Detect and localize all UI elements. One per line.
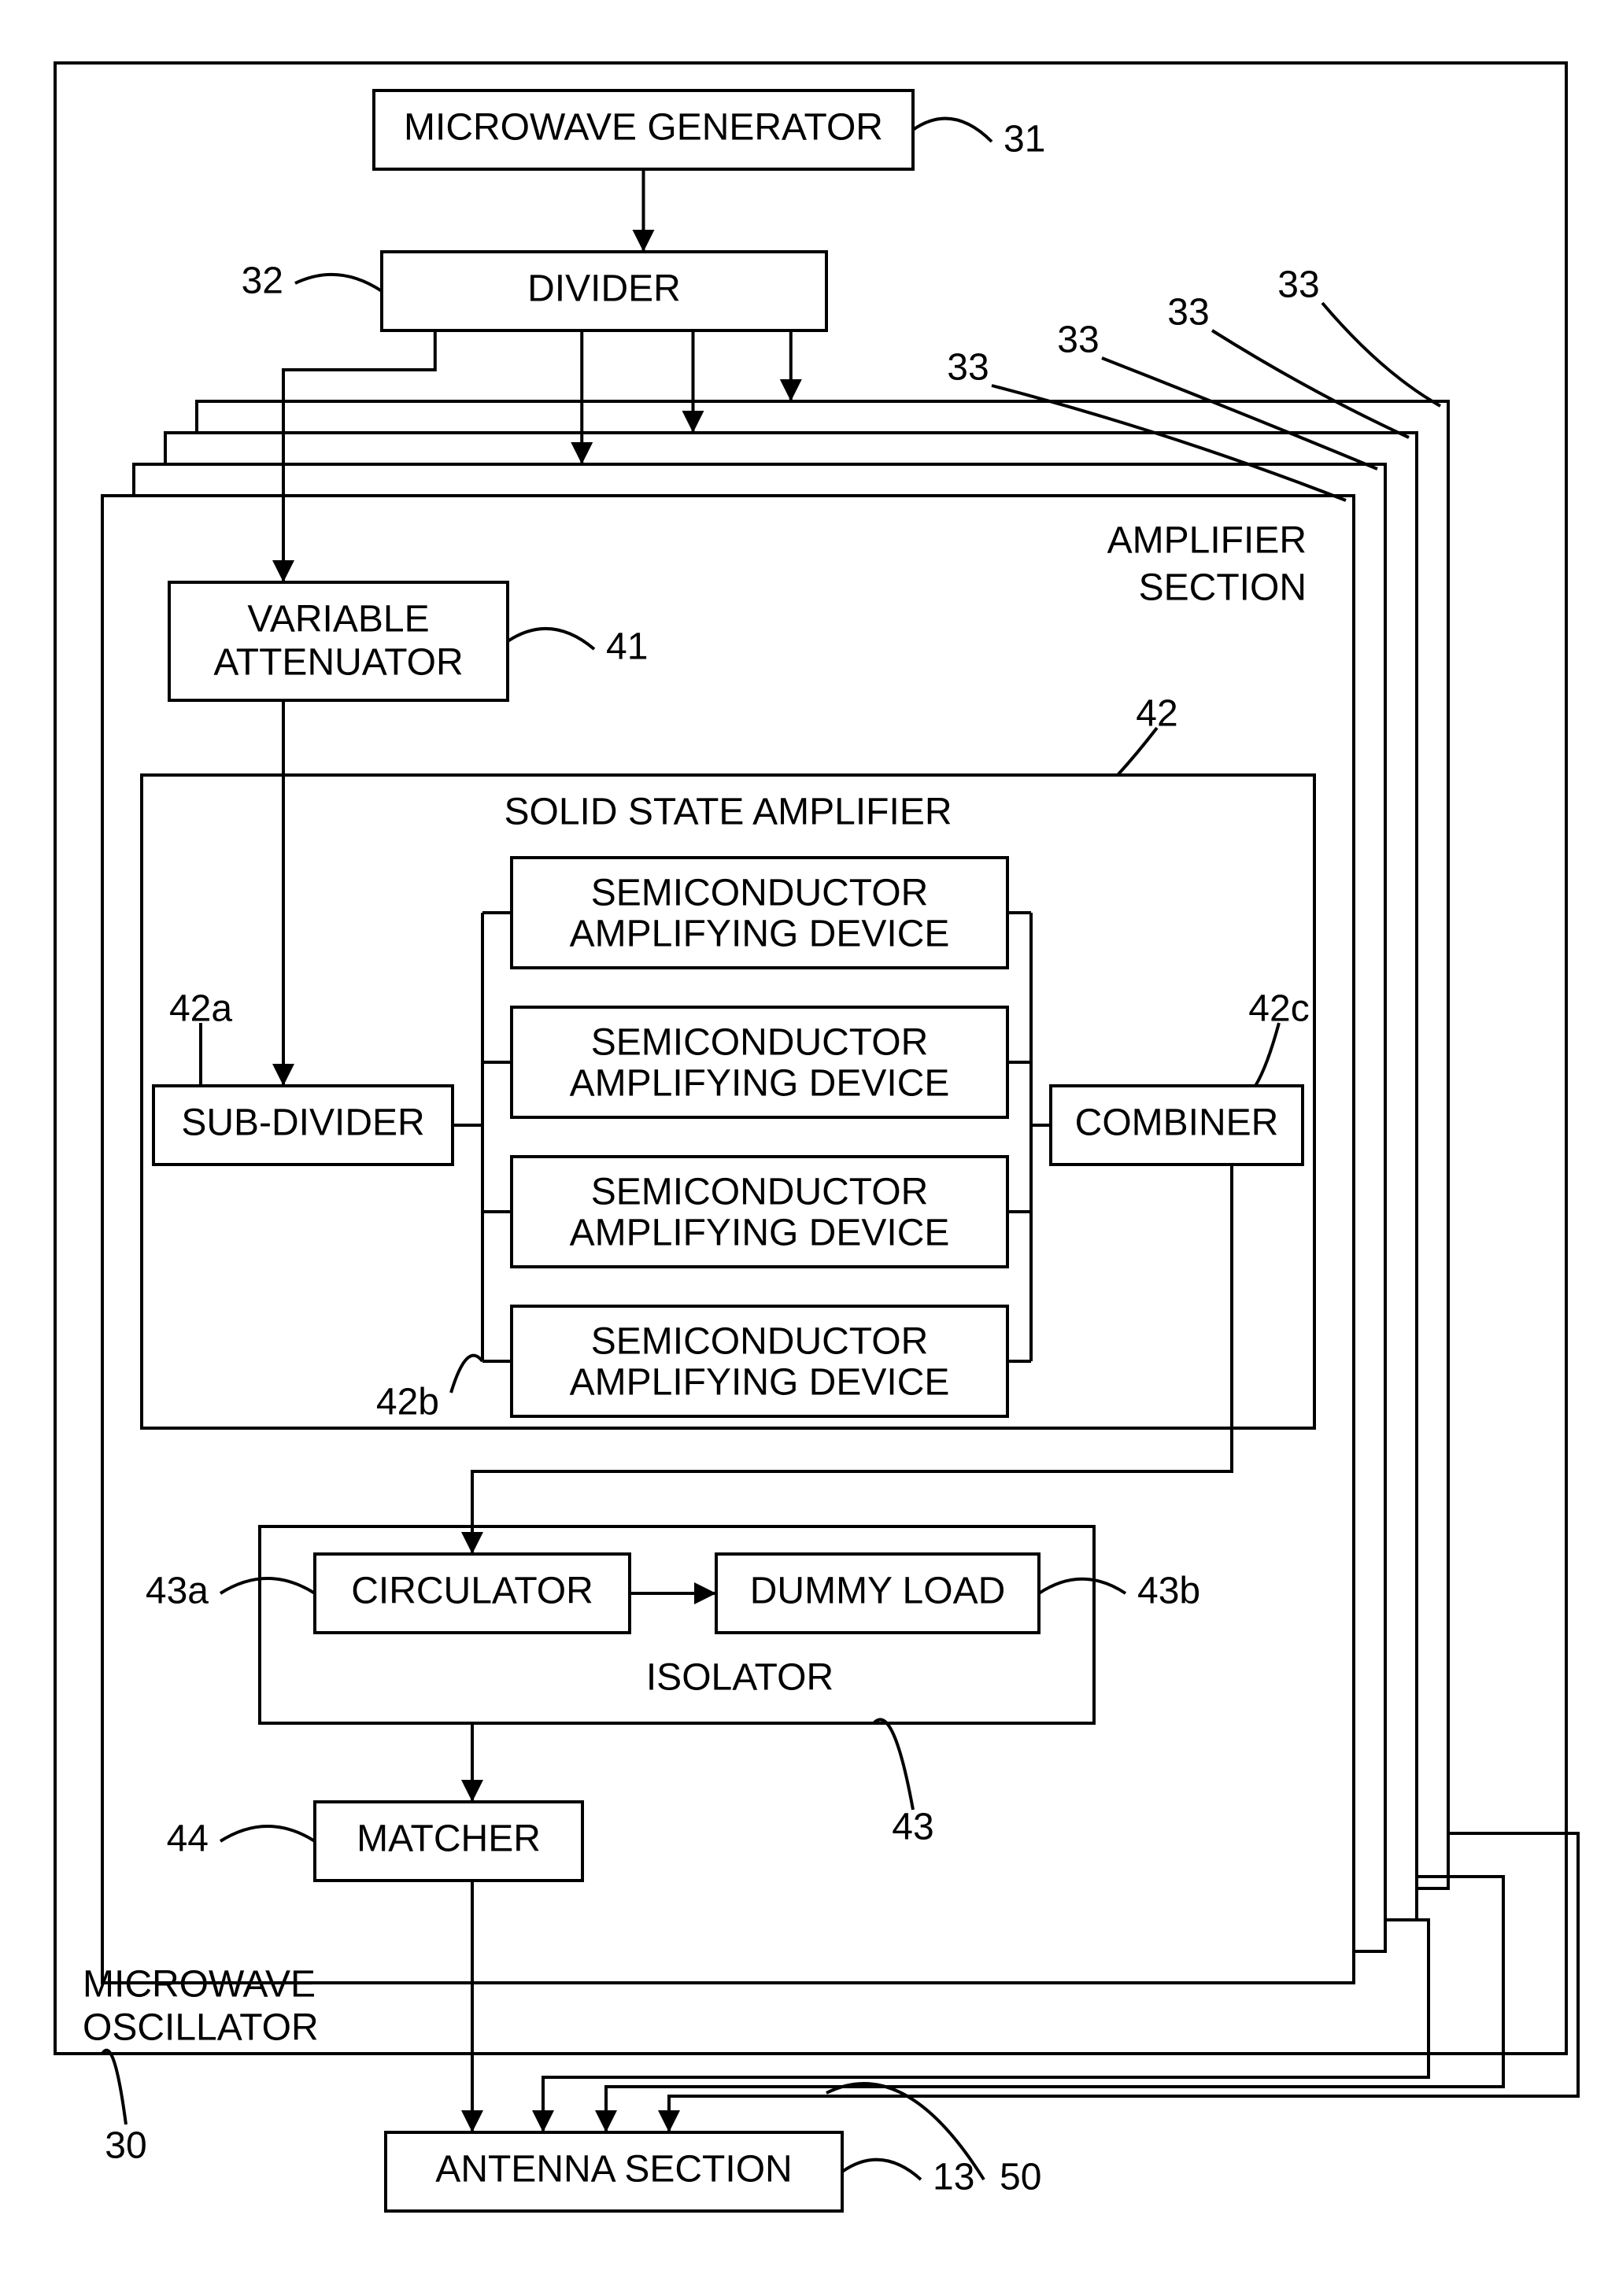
ref-30: 30	[105, 2125, 146, 2167]
ref-31: 31	[1004, 119, 1045, 161]
ref-43b: 43b	[1137, 1571, 1200, 1612]
div-out-3-head	[780, 379, 802, 401]
amp-device-label-l1-1: SEMICONDUCTOR	[591, 1022, 928, 1064]
matcher-label: MATCHER	[357, 1818, 541, 1860]
stack-to-antenna-head-1	[595, 2110, 617, 2132]
amp-device-label-l2-2: AMPLIFYING DEVICE	[570, 1213, 950, 1254]
stack-to-antenna-head-0	[532, 2110, 554, 2132]
ref-33-3: 33	[1277, 264, 1319, 306]
lead-13	[842, 2160, 921, 2180]
amp-device-label-l2-0: AMPLIFYING DEVICE	[570, 914, 950, 955]
ref-43a: 43a	[146, 1571, 209, 1612]
ref-42b: 42b	[376, 1382, 439, 1423]
ref-33-1: 33	[1057, 319, 1099, 361]
ref-42c: 42c	[1248, 988, 1309, 1030]
amplifier-section-label-l1: AMPLIFIER	[1107, 520, 1307, 562]
ref-33-0: 33	[947, 347, 989, 389]
microwave-oscillator-label-l1: MICROWAVE	[83, 1964, 316, 2006]
arrow-match-ant-head	[461, 2110, 483, 2132]
lead-32	[295, 275, 382, 291]
ref-41: 41	[606, 626, 648, 668]
ref-42a: 42a	[169, 988, 232, 1030]
ref-42: 42	[1136, 693, 1177, 735]
amp-device-label-l1-0: SEMICONDUCTOR	[591, 873, 928, 914]
ref-50: 50	[1000, 2157, 1041, 2198]
sub-divider-label: SUB-DIVIDER	[181, 1102, 424, 1144]
ref-43: 43	[892, 1807, 933, 1848]
microwave-oscillator-label-l2: OSCILLATOR	[83, 2007, 319, 2049]
antenna-section-label: ANTENNA SECTION	[435, 2149, 792, 2191]
microwave-generator-label: MICROWAVE GENERATOR	[404, 107, 883, 149]
dummy-load-label: DUMMY LOAD	[750, 1571, 1006, 1612]
amp-device-label-l2-3: AMPLIFYING DEVICE	[570, 1362, 950, 1404]
lead-30	[102, 2051, 126, 2124]
amp-device-label-l1-2: SEMICONDUCTOR	[591, 1172, 928, 1213]
ref-32: 32	[242, 260, 283, 302]
amp-device-label-l2-1: AMPLIFYING DEVICE	[570, 1063, 950, 1105]
arrow-gen-div-head	[633, 230, 655, 252]
divider-label: DIVIDER	[527, 268, 681, 310]
stack-to-antenna-head-2	[658, 2110, 680, 2132]
ref-13: 13	[933, 2157, 974, 2198]
ref-44: 44	[167, 1818, 209, 1860]
circulator-label: CIRCULATOR	[351, 1571, 593, 1612]
lead-33-3	[1322, 303, 1440, 406]
amplifier-section-label-l2: SECTION	[1139, 567, 1307, 609]
solid-state-amplifier-title: SOLID STATE AMPLIFIER	[504, 792, 952, 833]
variable-attenuator-label-l2: ATTENUATOR	[213, 642, 463, 684]
ref-33-2: 33	[1167, 292, 1209, 334]
isolator-label: ISOLATOR	[646, 1657, 834, 1699]
lead-31	[913, 119, 992, 142]
amp-device-label-l1-3: SEMICONDUCTOR	[591, 1321, 928, 1363]
combiner-label: COMBINER	[1075, 1102, 1279, 1144]
variable-attenuator-label-l1: VARIABLE	[247, 599, 429, 640]
